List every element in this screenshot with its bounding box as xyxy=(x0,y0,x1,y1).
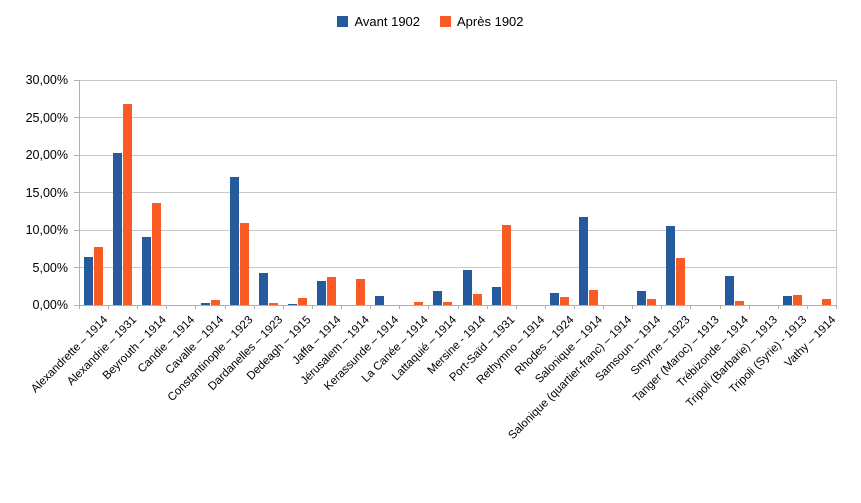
bar-apres-1902 xyxy=(734,301,744,305)
x-axis-tick xyxy=(224,305,226,309)
x-axis-tick xyxy=(486,305,488,309)
bar-apres-1902 xyxy=(239,223,249,305)
x-axis-tick xyxy=(195,305,197,309)
bar-apres-1902 xyxy=(821,299,831,305)
x-axis-tick xyxy=(777,305,779,309)
gridline xyxy=(79,79,836,81)
x-axis-tick xyxy=(457,305,459,309)
x-axis-tick xyxy=(573,305,575,309)
bar-apres-1902 xyxy=(268,303,278,305)
bar-avant-1902 xyxy=(229,177,239,305)
bar-avant-1902 xyxy=(637,291,647,305)
gridline xyxy=(79,192,836,193)
y-axis-tick xyxy=(74,229,79,231)
bar-apres-1902 xyxy=(152,203,162,305)
bar-avant-1902 xyxy=(113,153,123,305)
bar-avant-1902 xyxy=(433,291,443,305)
x-axis-tick xyxy=(719,305,721,309)
bar-avant-1902 xyxy=(200,303,210,305)
bar-avant-1902 xyxy=(258,273,268,305)
gridline xyxy=(79,117,836,118)
bar-apres-1902 xyxy=(472,294,482,305)
y-axis-tick xyxy=(74,117,79,118)
bar-avant-1902 xyxy=(549,293,559,305)
legend-item-avant-1902: Avant 1902 xyxy=(337,14,420,29)
plot-right-border xyxy=(836,80,837,305)
y-axis-tick-label: 15,00% xyxy=(25,185,68,200)
bar-avant-1902 xyxy=(724,276,734,305)
x-axis-tick xyxy=(544,305,546,309)
x-axis-tick xyxy=(108,305,110,309)
legend-label-avant-1902: Avant 1902 xyxy=(354,14,421,29)
x-axis-tick xyxy=(603,305,605,309)
y-axis-tick xyxy=(74,267,79,268)
x-axis-tick xyxy=(137,305,139,309)
gridline xyxy=(79,229,836,231)
bar-apres-1902 xyxy=(297,298,307,305)
y-axis-tick-label: 30,00% xyxy=(25,73,68,87)
bar-apres-1902 xyxy=(676,258,686,305)
y-axis-tick xyxy=(74,192,79,193)
bar-apres-1902 xyxy=(501,225,511,305)
bar-avant-1902 xyxy=(316,281,326,305)
y-axis-tick xyxy=(74,304,79,306)
bar-apres-1902 xyxy=(94,247,104,305)
y-axis-line xyxy=(79,80,80,305)
bar-apres-1902 xyxy=(210,300,220,305)
bar-apres-1902 xyxy=(792,295,802,305)
x-axis-tick xyxy=(632,305,634,309)
x-axis-tick xyxy=(515,305,517,309)
chart-legend: Avant 1902 Après 1902 xyxy=(0,14,861,29)
legend-item-apres-1902: Après 1902 xyxy=(440,14,524,29)
legend-label-apres-1902: Après 1902 xyxy=(457,14,524,29)
x-axis-tick xyxy=(836,305,837,309)
bar-avant-1902 xyxy=(287,304,297,305)
y-axis-tick-label: 0,00% xyxy=(32,298,68,312)
x-axis-tick xyxy=(370,305,372,309)
bar-apres-1902 xyxy=(443,302,453,305)
x-axis-tick xyxy=(661,305,663,309)
bar-apres-1902 xyxy=(559,297,569,305)
bar-apres-1902 xyxy=(414,302,424,305)
bar-apres-1902 xyxy=(589,290,599,305)
bar-avant-1902 xyxy=(782,296,792,305)
y-axis-tick-label: 25,00% xyxy=(25,110,68,125)
bar-apres-1902 xyxy=(356,279,366,305)
bar-apres-1902 xyxy=(647,299,657,305)
gridline xyxy=(79,154,836,156)
y-axis-tick-label: 5,00% xyxy=(32,260,68,275)
y-axis-tick-label: 10,00% xyxy=(25,223,68,237)
x-axis-tick xyxy=(311,305,313,309)
gridline xyxy=(79,267,836,268)
bar-avant-1902 xyxy=(375,296,385,305)
bar-avant-1902 xyxy=(666,226,676,305)
y-axis-tick xyxy=(74,79,79,81)
legend-swatch-apres-1902-icon xyxy=(440,16,452,27)
x-axis-tick xyxy=(428,305,430,309)
x-axis-tick xyxy=(806,305,808,309)
x-axis-tick xyxy=(341,305,343,309)
x-axis-tick xyxy=(166,305,168,309)
bar-apres-1902 xyxy=(123,104,133,305)
x-axis-tick xyxy=(282,305,284,309)
bar-avant-1902 xyxy=(491,287,501,305)
bar-apres-1902 xyxy=(326,277,336,305)
y-axis-tick xyxy=(74,154,79,156)
bar-avant-1902 xyxy=(84,257,94,305)
y-axis-tick-label: 20,00% xyxy=(25,148,68,162)
x-axis-tick xyxy=(79,305,80,309)
bar-avant-1902 xyxy=(462,270,472,305)
legend-swatch-avant-1902-icon xyxy=(337,16,349,27)
x-axis-tick xyxy=(690,305,692,309)
x-axis-tick xyxy=(399,305,401,309)
bar-avant-1902 xyxy=(142,237,152,305)
x-axis-tick xyxy=(748,305,750,309)
x-axis-tick xyxy=(253,305,255,309)
bar-avant-1902 xyxy=(579,217,589,305)
